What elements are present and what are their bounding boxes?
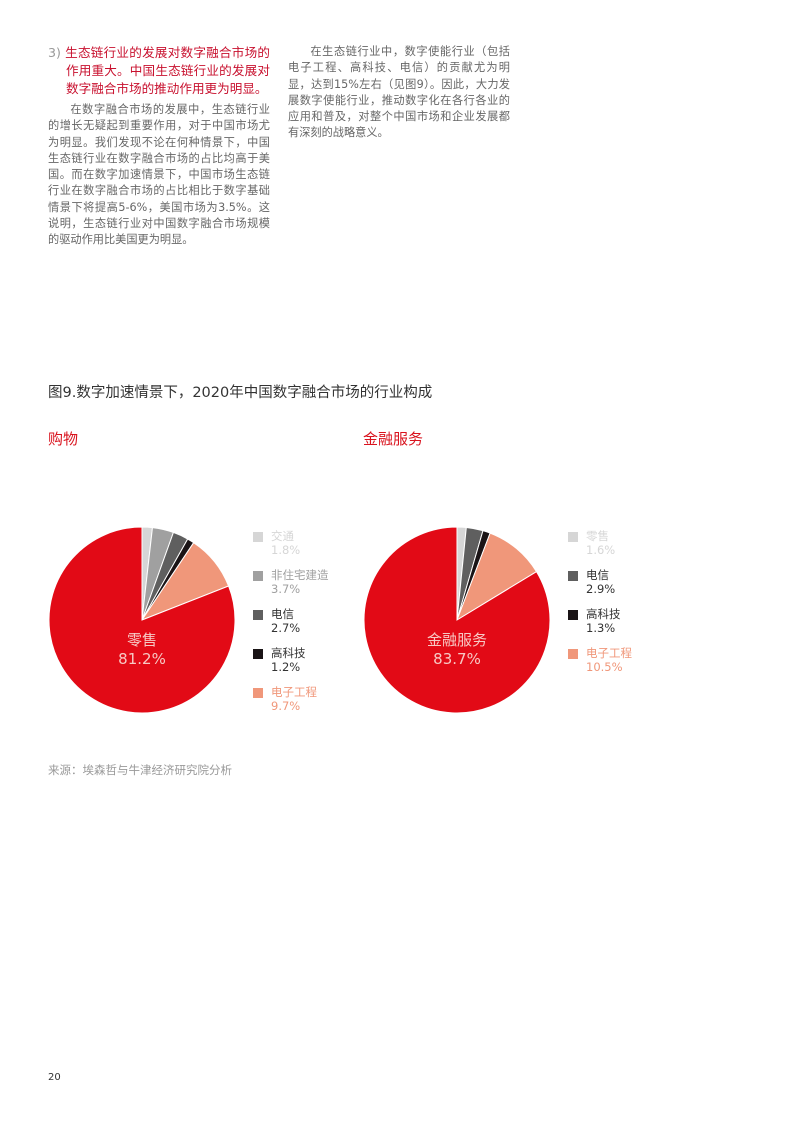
data-label: 零售: [127, 631, 157, 649]
legend-item: 电子工程 10.5%: [568, 646, 632, 686]
legend-item: 电信 2.7%: [253, 607, 329, 647]
legend-label: 非住宅建造: [271, 568, 329, 582]
legend-value: 10.5%: [586, 659, 623, 674]
left-column: 3) 生态链行业的发展对数字融合市场的作用重大。中国生态链行业的发展对数字融合市…: [48, 44, 270, 249]
chart-title: 购物: [48, 430, 79, 448]
legend-item: 电信 2.9%: [568, 568, 632, 608]
legend-label: 高科技: [271, 646, 306, 660]
legend-swatch: [568, 610, 578, 620]
legend-swatch: [568, 532, 578, 542]
legend-item: 非住宅建造 3.7%: [253, 568, 329, 608]
legend-swatch: [568, 571, 578, 581]
section-heading: 3) 生态链行业的发展对数字融合市场的作用重大。中国生态链行业的发展对数字融合市…: [48, 45, 270, 96]
legend-value: 2.7%: [271, 620, 301, 635]
pie-slice: [48, 526, 236, 714]
legend-label: 高科技: [586, 607, 621, 621]
legend-label: 电子工程: [271, 685, 317, 699]
body-paragraph: 在生态链行业中，数字使能行业（包括电子工程、高科技、电信）的贡献尤为明显，达到1…: [288, 45, 510, 140]
legend-swatch: [253, 688, 263, 698]
body-paragraph: 在数字融合市场的发展中，生态链行业的增长无疑起到重要作用，对于中国市场尤为明显。…: [48, 103, 270, 247]
data-label: 83.7%: [433, 650, 481, 668]
page-number: 20: [48, 1072, 61, 1083]
legend-item: 高科技 1.2%: [253, 646, 329, 686]
legend-item: 高科技 1.3%: [568, 607, 632, 647]
legend-value: 1.8%: [271, 542, 301, 557]
pie-slice: [363, 526, 551, 714]
chart-title: 金融服务: [363, 430, 424, 448]
data-label: 金融服务: [427, 631, 487, 649]
legend-label: 交通: [271, 529, 294, 543]
legend-swatch: [253, 571, 263, 581]
legend-label: 电子工程: [586, 646, 632, 660]
source-note: 来源：埃森哲与牛津经济研究院分析: [48, 763, 232, 777]
legend-item: 零售 1.6%: [568, 529, 632, 569]
legend-label: 零售: [586, 529, 609, 543]
legend-swatch: [253, 610, 263, 620]
legend-value: 9.7%: [271, 698, 301, 713]
legend-item: 交通 1.8%: [253, 529, 329, 569]
legend-value: 2.9%: [586, 581, 616, 596]
legend-value: 1.6%: [586, 542, 616, 557]
legend-label: 电信: [271, 607, 294, 621]
right-column: 在生态链行业中，数字使能行业（包括电子工程、高科技、电信）的贡献尤为明显，达到1…: [288, 44, 510, 142]
legend-value: 1.2%: [271, 659, 301, 674]
figure-title: 图9.数字加速情景下，2020年中国数字融合市场的行业构成: [48, 385, 433, 401]
legend-swatch: [253, 649, 263, 659]
legend-value: 1.3%: [586, 620, 616, 635]
chart-legend: 零售 1.6% 电信 2.9% 高科技 1.3% 电子工程 10.5%: [568, 529, 632, 686]
legend-swatch: [253, 532, 263, 542]
chart-legend: 交通 1.8% 非住宅建造 3.7% 电信 2.7% 高科技 1.2% 电子工程 9.7%: [253, 529, 329, 725]
legend-item: 电子工程 9.7%: [253, 685, 329, 725]
legend-swatch: [568, 649, 578, 659]
legend-value: 3.7%: [271, 581, 301, 596]
legend-label: 电信: [586, 568, 609, 582]
data-label: 81.2%: [118, 650, 166, 668]
